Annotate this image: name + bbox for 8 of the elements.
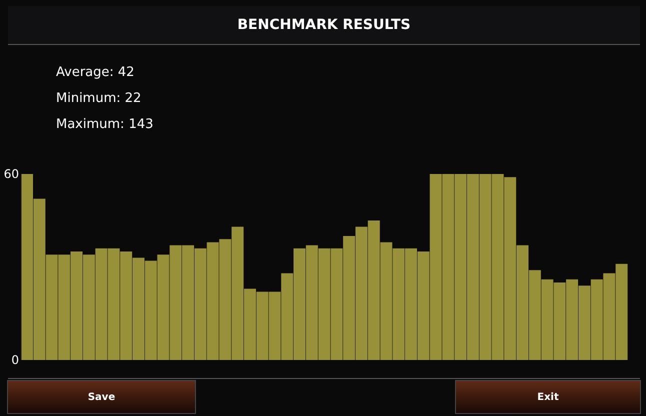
chart-title: BENCHMARK RESULTS [8, 6, 640, 45]
button: Exit [455, 380, 641, 414]
text: Maximum: 143 [56, 117, 154, 132]
y-tick-label: 0 [11, 353, 19, 367]
text: Average: 42 [56, 65, 134, 80]
button: Save [7, 380, 196, 414]
y-tick-label: 60 [4, 167, 19, 181]
text: Minimum: 22 [56, 91, 142, 106]
